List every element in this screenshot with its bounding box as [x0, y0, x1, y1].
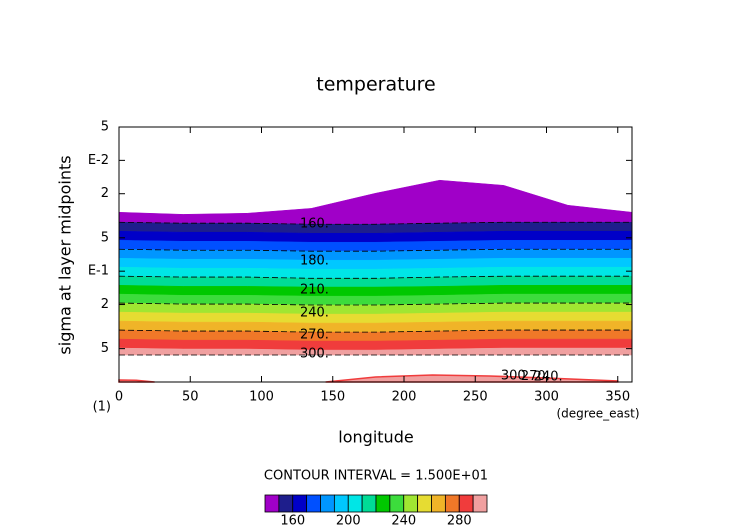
colorbar-box — [264, 494, 280, 513]
surface-band — [325, 374, 619, 383]
colorbar-label: 280 — [447, 514, 472, 529]
contour-line — [118, 248, 632, 252]
contour-interval: CONTOUR INTERVAL = 1.500E+01 — [264, 469, 488, 484]
y-tick-label: E-1 — [88, 264, 109, 279]
x-axis-title: longitude — [338, 428, 413, 447]
contour-label: 180. — [300, 254, 329, 269]
colorbar-box — [292, 494, 308, 513]
contour-label: 300 — [501, 369, 526, 384]
x-tick-label: 350 — [605, 390, 630, 405]
x-tick-label: 50 — [182, 390, 199, 405]
y-tick-label: 5 — [101, 230, 109, 245]
colorbar-box — [417, 494, 432, 513]
contour-line — [118, 302, 632, 306]
colorbar-box — [389, 494, 405, 513]
x-tick-label: 250 — [463, 390, 488, 405]
colorbar-label: 160 — [280, 514, 305, 529]
contour-band — [118, 179, 633, 225]
colorbar-box — [361, 494, 377, 513]
contour-label: 270. — [300, 328, 329, 343]
colorbar-box — [444, 494, 460, 513]
contour-label: 240. — [300, 306, 329, 321]
colorbar-box — [320, 494, 335, 513]
y-axis-title: sigma at layer midpoints — [56, 155, 75, 354]
colorbar-box — [472, 494, 488, 513]
x-tick-label: 150 — [320, 390, 345, 405]
y-tick-label: 2 — [101, 297, 109, 312]
plot-frame — [118, 126, 633, 383]
colorbar-label: 200 — [336, 514, 361, 529]
y-tick-label: 2 — [101, 186, 109, 201]
contour-label: 300. — [300, 347, 329, 362]
colorbar-box — [347, 494, 363, 513]
x-tick-label: 300 — [534, 390, 559, 405]
x-tick-label: 0 — [115, 390, 123, 405]
contour-line — [118, 221, 632, 225]
colorbar-box — [375, 494, 391, 513]
chart-title: temperature — [316, 74, 435, 96]
contour-label: 270. — [521, 369, 550, 384]
y-tick-label: 5 — [101, 120, 109, 135]
colorbar-box — [458, 494, 474, 513]
y-tick-label: E-2 — [88, 153, 109, 168]
x-tick-label: 200 — [392, 390, 417, 405]
contour-line — [118, 329, 632, 333]
colorbar-box — [403, 494, 419, 513]
colorbar-box — [278, 494, 294, 513]
x-tick-label: 100 — [249, 390, 274, 405]
y-tick-label: 5 — [101, 341, 109, 356]
colorbar-box — [306, 494, 321, 513]
colorbar-label: 240 — [391, 514, 416, 529]
y-tick-label: (1) — [93, 400, 111, 415]
contour-label: 160. — [300, 217, 329, 232]
contour-line — [118, 275, 632, 279]
colorbar-box — [333, 494, 349, 513]
colorbar-box — [431, 494, 446, 513]
x-axis-unit: (degree_east) — [556, 407, 639, 421]
contour-label: 210. — [300, 283, 329, 298]
contour-label: 240. — [534, 370, 563, 385]
